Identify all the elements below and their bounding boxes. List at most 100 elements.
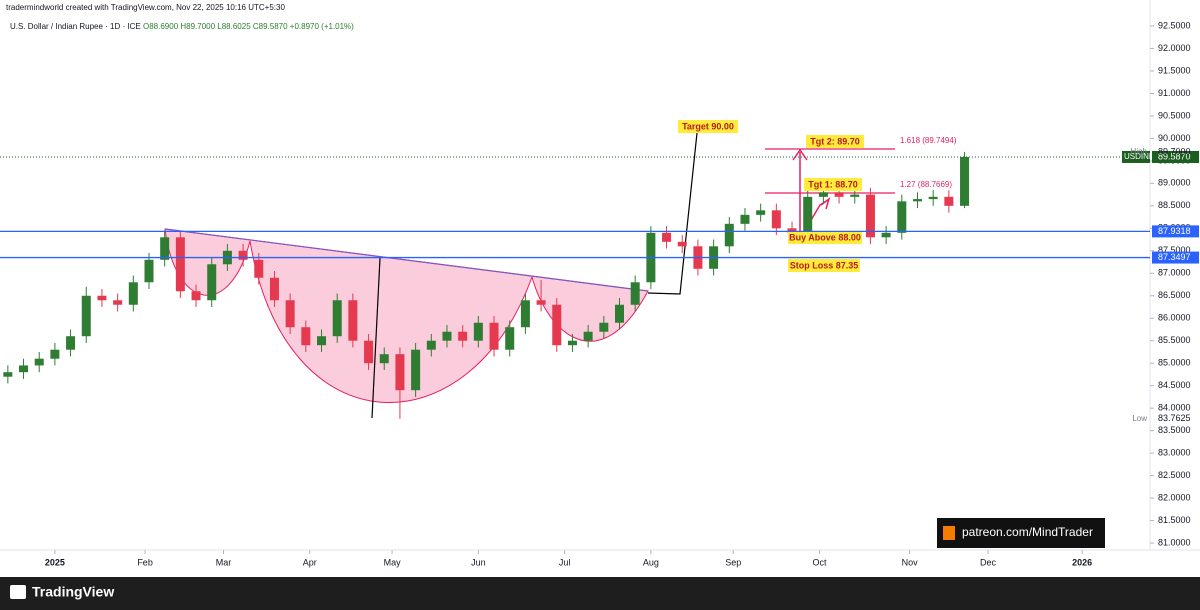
brand: TradingView [32,584,114,600]
y-tick-label: 92.0000 [1158,43,1191,53]
x-tick-label: Sep [725,557,741,567]
candle-body [912,199,922,202]
brand-logo [10,585,26,599]
candle-body [787,228,797,233]
y-tick-label: 89.0000 [1158,178,1191,188]
y-tick-label: 82.0000 [1158,492,1191,502]
x-tick-label: Apr [303,557,317,567]
level-tag [1152,251,1199,264]
candle-body [128,282,138,305]
extreme-name: High [1131,147,1147,156]
candle-body [442,331,452,341]
candle-body [160,237,170,260]
x-tick-label: Dec [980,557,997,567]
depth-line [371,257,381,419]
x-tick-label: 2025 [45,557,65,567]
watermark-icon [943,526,955,540]
candle-body [803,196,813,233]
target-projection [647,132,698,295]
cup-handle-shape [164,228,649,404]
candle-body [113,300,123,305]
candle-body [850,194,860,197]
level-label: 87.3497 [1158,252,1191,262]
candle-body [426,340,436,350]
y-tick-label: 83.5000 [1158,425,1191,435]
candle-body [97,295,107,301]
y-tick-label: 81.5000 [1158,515,1191,525]
x-tick-label: Jul [559,557,571,567]
label-box [788,259,860,272]
candle-body [3,372,13,377]
candle-body [740,214,750,224]
y-tick-label: 83.0000 [1158,447,1191,457]
y-tick-label: 91.5000 [1158,65,1191,75]
candle-body [615,304,625,323]
y-tick-label: 91.0000 [1158,88,1191,98]
x-tick-label: Oct [812,557,827,567]
y-tick-label: 81.0000 [1158,537,1191,547]
fib-label: 1.27 (88.7669) [900,180,952,189]
annotation: Tgt 1: 88.70 [808,179,858,189]
label-box [678,120,738,133]
candle-body [818,192,828,197]
symbol-title: U.S. Dollar / Indian Rupee · 1D · ICE [10,22,141,31]
candle-body [771,210,781,229]
candle-body [19,365,29,373]
x-tick-label: Jun [471,557,486,567]
candle-body [269,277,279,301]
neckline [164,228,649,292]
candle-body [552,304,562,346]
candle-body [364,340,374,364]
candles [3,151,970,419]
candle-body [458,331,468,341]
candle-body [536,300,546,305]
candle-body [489,322,499,350]
candle-body [191,291,201,301]
y-tick-label: 84.0000 [1158,403,1191,413]
candle-body [724,223,734,247]
footer [0,577,1200,610]
candle-body [960,156,970,206]
candle-body [238,250,248,260]
candle-body [583,331,593,341]
y-tick-label: 82.5000 [1158,470,1191,480]
annotation: Target 90.00 [682,121,734,131]
y-tick-label: 87.0000 [1158,268,1191,278]
candle-body [34,358,44,366]
candle-body [66,336,76,350]
candle-body [50,349,60,359]
candle-body [677,241,687,247]
attribution: tradermindworld created with TradingView… [6,3,285,12]
annotation: Tgt 2: 89.70 [810,136,860,146]
extreme-label: 89.7000 [1158,146,1191,156]
watermark-box [937,518,1105,548]
watermark: patreon.com/MindTrader [962,525,1093,539]
candle-body [285,300,295,328]
label-box [806,135,864,148]
candle-body [630,282,640,305]
candle-body [473,322,483,341]
y-tick-label: 90.0000 [1158,133,1191,143]
last-price-tag [1152,150,1199,163]
candle-body [254,259,264,278]
level-tag [1152,225,1199,238]
candle-body [599,322,609,332]
candle-body [834,192,844,197]
y-tick-label: 86.0000 [1158,313,1191,323]
y-tick-label: 84.5000 [1158,380,1191,390]
candle-body [881,232,891,238]
last-name-tag [1122,150,1150,163]
candle-body [144,259,154,283]
candle-body [662,232,672,242]
candle-body [756,210,766,215]
fib-label: 1.618 (89.7494) [900,136,957,145]
candle-body [520,300,530,328]
candle-body [301,327,311,346]
candle-body [505,327,515,350]
candle-body [395,354,405,391]
x-tick-label: Nov [902,557,919,567]
y-tick-label: 90.5000 [1158,110,1191,120]
annotation: Stop Loss 87.35 [790,260,859,270]
extreme-label: 83.7625 [1158,413,1191,423]
